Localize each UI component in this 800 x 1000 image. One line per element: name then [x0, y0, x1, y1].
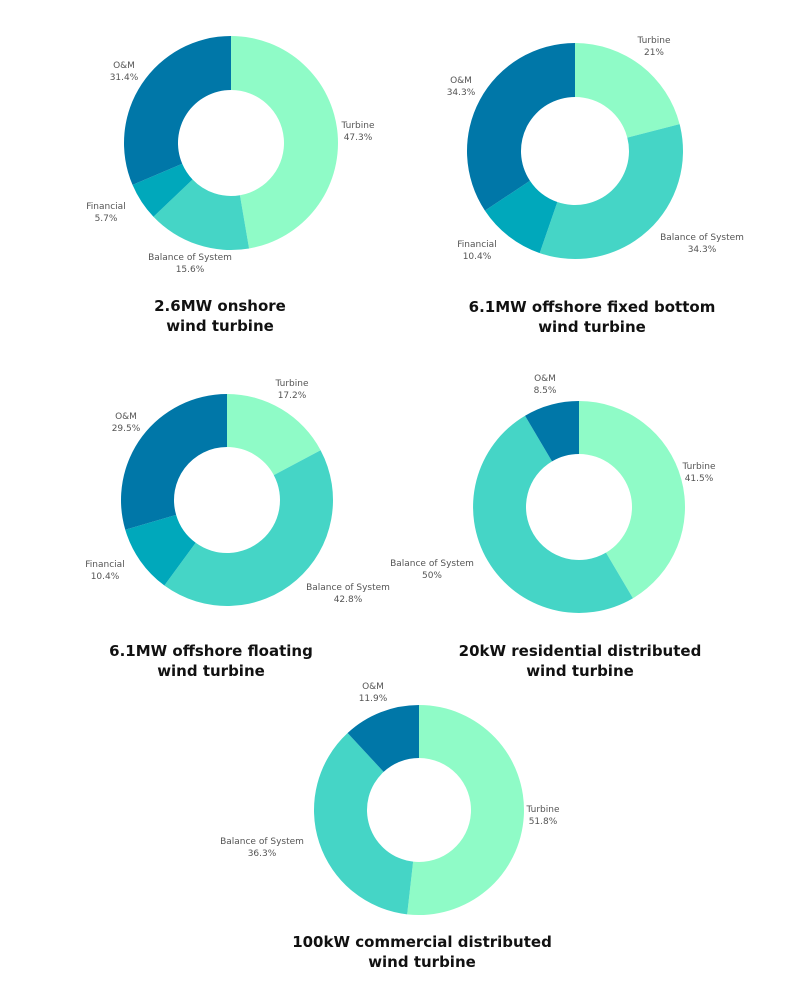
slice-oandm	[467, 43, 575, 211]
donut-chart-1: Turbine 47.3% Balance of System 15.6% Financ…	[86, 36, 375, 335]
slice-balance-of-system	[539, 124, 684, 260]
donut-chart-4: Turbine 41.5% Balance of System 50% O&M 8.5% 2…	[390, 374, 716, 680]
slice-label-financial: Financial 10.4%	[457, 240, 496, 262]
donut-chart-5: Turbine 51.8% Balance of System 36.3% O&M 11.…	[220, 682, 560, 971]
slice-turbine	[227, 394, 321, 476]
chart-title-4: 20kW residential distributed wind turbine	[459, 642, 702, 680]
slice-label-turbine: Turbine 47.3%	[341, 121, 375, 143]
slice-turbine	[407, 705, 524, 915]
chart-title-1: 2.6MW onshore wind turbine	[154, 297, 286, 335]
slice-label-oandm: O&M 34.3%	[447, 76, 476, 98]
slice-label-turbine: Turbine 41.5%	[682, 462, 716, 484]
donut-chart-2: Turbine 21% Balance of System 34.3% Financia…	[447, 36, 744, 336]
slice-label-oandm: O&M 31.4%	[110, 61, 139, 83]
slice-label-turbine: Turbine 17.2%	[275, 379, 309, 401]
slice-financial	[484, 180, 558, 254]
slice-label-balance-of-system: Balance of System 50%	[390, 559, 474, 581]
slice-financial	[132, 163, 193, 217]
chart-title-2: 6.1MW offshore fixed bottom wind turbine	[469, 298, 716, 336]
slice-label-balance-of-system: Balance of System 42.8%	[306, 583, 390, 605]
slice-balance-of-system	[164, 450, 334, 606]
slice-label-balance-of-system: Balance of System 36.3%	[220, 837, 304, 859]
slice-balance-of-system	[153, 179, 250, 250]
slice-label-oandm: O&M 8.5%	[534, 374, 557, 396]
slice-oandm	[347, 705, 419, 772]
slice-turbine	[231, 36, 339, 249]
slice-label-turbine: Turbine 51.8%	[526, 805, 560, 827]
slice-turbine	[579, 401, 685, 599]
slice-balance-of-system	[314, 733, 414, 915]
slice-label-oandm: O&M 11.9%	[359, 682, 388, 704]
slice-label-balance-of-system: Balance of System 15.6%	[148, 253, 232, 275]
slice-label-oandm: O&M 29.5%	[112, 412, 141, 434]
slice-balance-of-system	[473, 415, 633, 613]
slice-label-financial: Financial 5.7%	[86, 202, 125, 224]
chart-title-3: 6.1MW offshore floating wind turbine	[109, 642, 313, 680]
chart-title-5: 100kW commercial distributed wind turbine	[292, 933, 552, 971]
slice-oandm	[525, 401, 579, 462]
slice-label-turbine: Turbine 21%	[637, 36, 671, 58]
slice-label-balance-of-system: Balance of System 34.3%	[660, 233, 744, 255]
slice-turbine	[575, 43, 680, 138]
slice-financial	[125, 514, 196, 586]
slice-oandm	[121, 394, 227, 530]
donut-chart-3: Turbine 17.2% Balance of System 42.8% Financ…	[85, 379, 390, 680]
slice-oandm	[123, 36, 231, 185]
slice-label-financial: Financial 10.4%	[85, 560, 124, 582]
